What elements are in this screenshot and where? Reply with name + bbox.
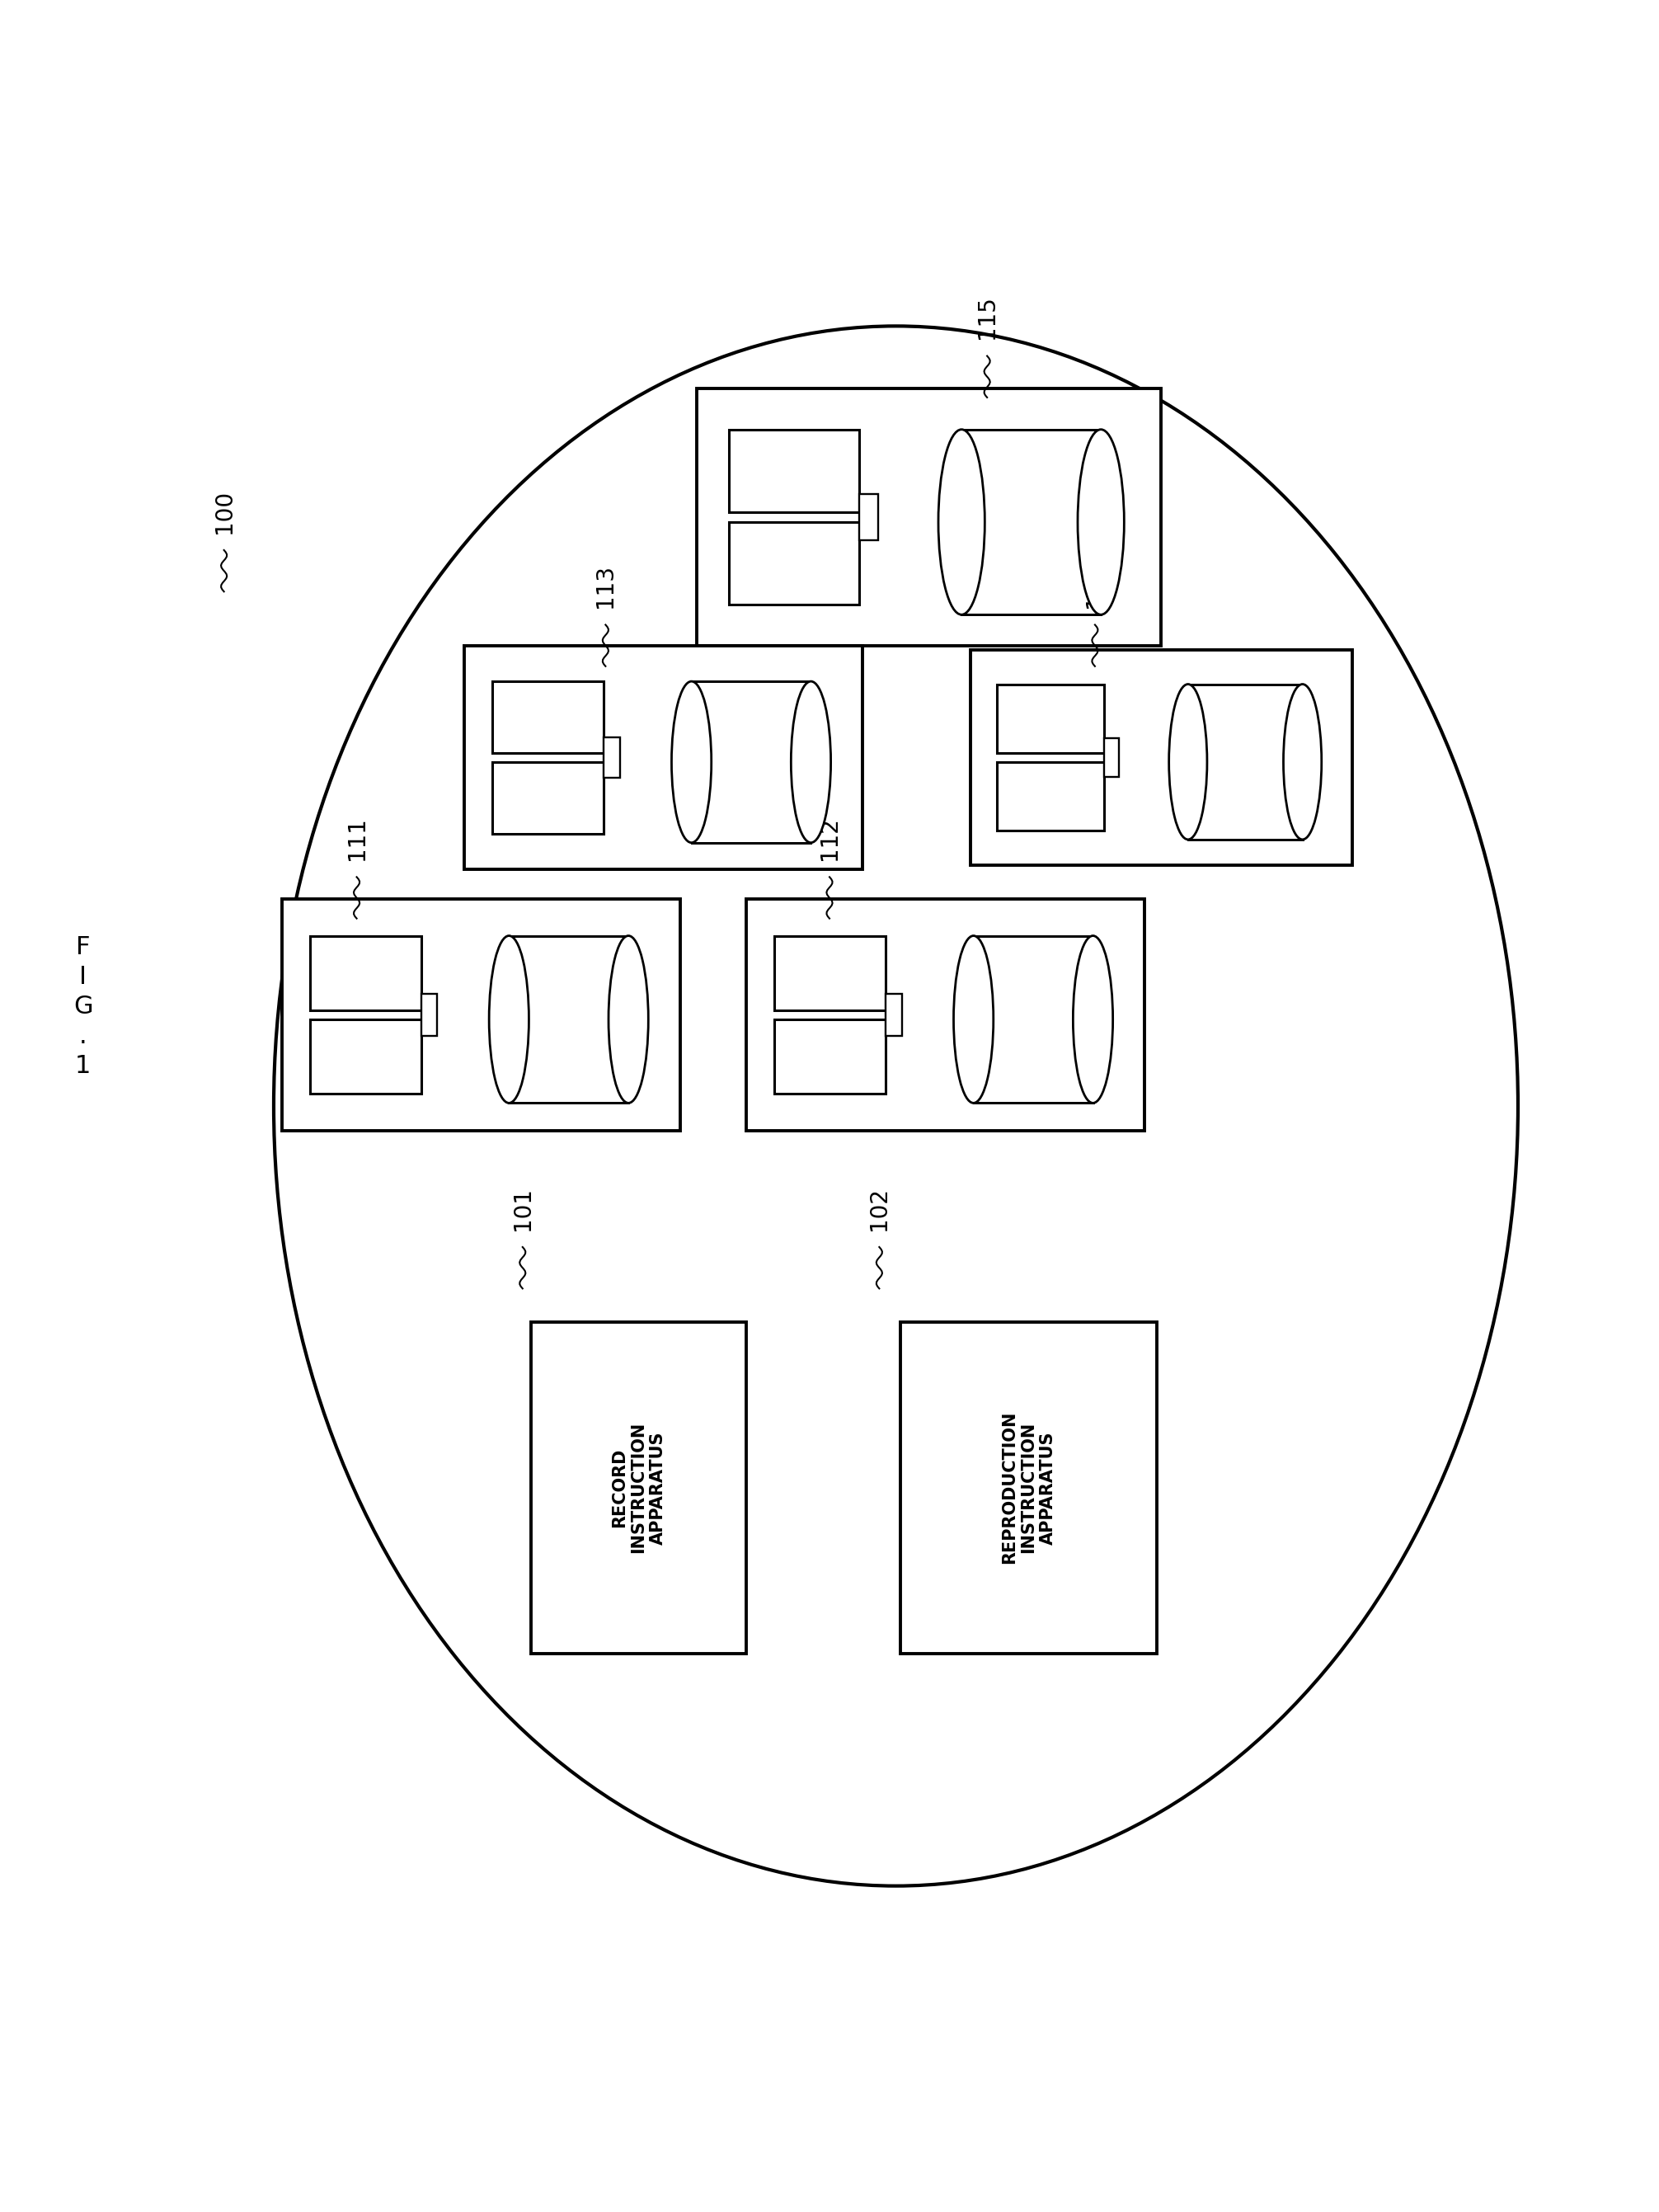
Bar xyxy=(282,898,680,1130)
Bar xyxy=(775,936,886,1011)
Ellipse shape xyxy=(672,681,712,843)
Bar xyxy=(730,429,859,511)
Text: 112: 112 xyxy=(818,816,841,860)
Bar xyxy=(421,993,438,1035)
Text: F
I
G
.
1: F I G . 1 xyxy=(73,936,93,1077)
Text: REPRODUCTION
INSTRUCTION
APPARATUS: REPRODUCTION INSTRUCTION APPARATUS xyxy=(1000,1411,1057,1564)
Bar xyxy=(509,936,629,1104)
Bar xyxy=(775,1020,886,1093)
Bar xyxy=(997,684,1103,754)
Bar xyxy=(1188,684,1302,841)
Bar xyxy=(747,898,1145,1130)
Bar xyxy=(899,1323,1158,1655)
Bar xyxy=(692,681,811,843)
Ellipse shape xyxy=(954,936,994,1104)
Ellipse shape xyxy=(1073,936,1113,1104)
Ellipse shape xyxy=(791,681,831,843)
Ellipse shape xyxy=(939,429,985,615)
Bar xyxy=(971,650,1352,865)
Ellipse shape xyxy=(1284,684,1322,841)
Ellipse shape xyxy=(1078,429,1125,615)
Bar xyxy=(1103,739,1120,776)
Ellipse shape xyxy=(489,936,529,1104)
Text: 115: 115 xyxy=(975,296,999,338)
Ellipse shape xyxy=(609,936,649,1104)
Text: 113: 113 xyxy=(594,564,617,608)
Ellipse shape xyxy=(1170,684,1208,841)
Bar xyxy=(697,389,1161,646)
Bar xyxy=(997,761,1103,832)
Text: RECORD
INSTRUCTION
APPARATUS: RECORD INSTRUCTION APPARATUS xyxy=(611,1422,667,1553)
Text: 101: 101 xyxy=(511,1188,534,1230)
Bar xyxy=(886,993,902,1035)
Bar xyxy=(531,1323,747,1655)
Text: 100: 100 xyxy=(212,489,236,533)
Bar xyxy=(962,429,1102,615)
Bar xyxy=(465,646,863,869)
Bar xyxy=(493,761,604,834)
Bar xyxy=(604,737,620,779)
Bar xyxy=(730,522,859,604)
Text: 102: 102 xyxy=(868,1188,891,1230)
Bar xyxy=(974,936,1093,1104)
Bar xyxy=(310,1020,421,1093)
Bar xyxy=(859,493,878,540)
Text: 111: 111 xyxy=(345,816,368,860)
Bar xyxy=(493,681,604,752)
Text: 114: 114 xyxy=(1083,564,1107,608)
Bar xyxy=(310,936,421,1011)
